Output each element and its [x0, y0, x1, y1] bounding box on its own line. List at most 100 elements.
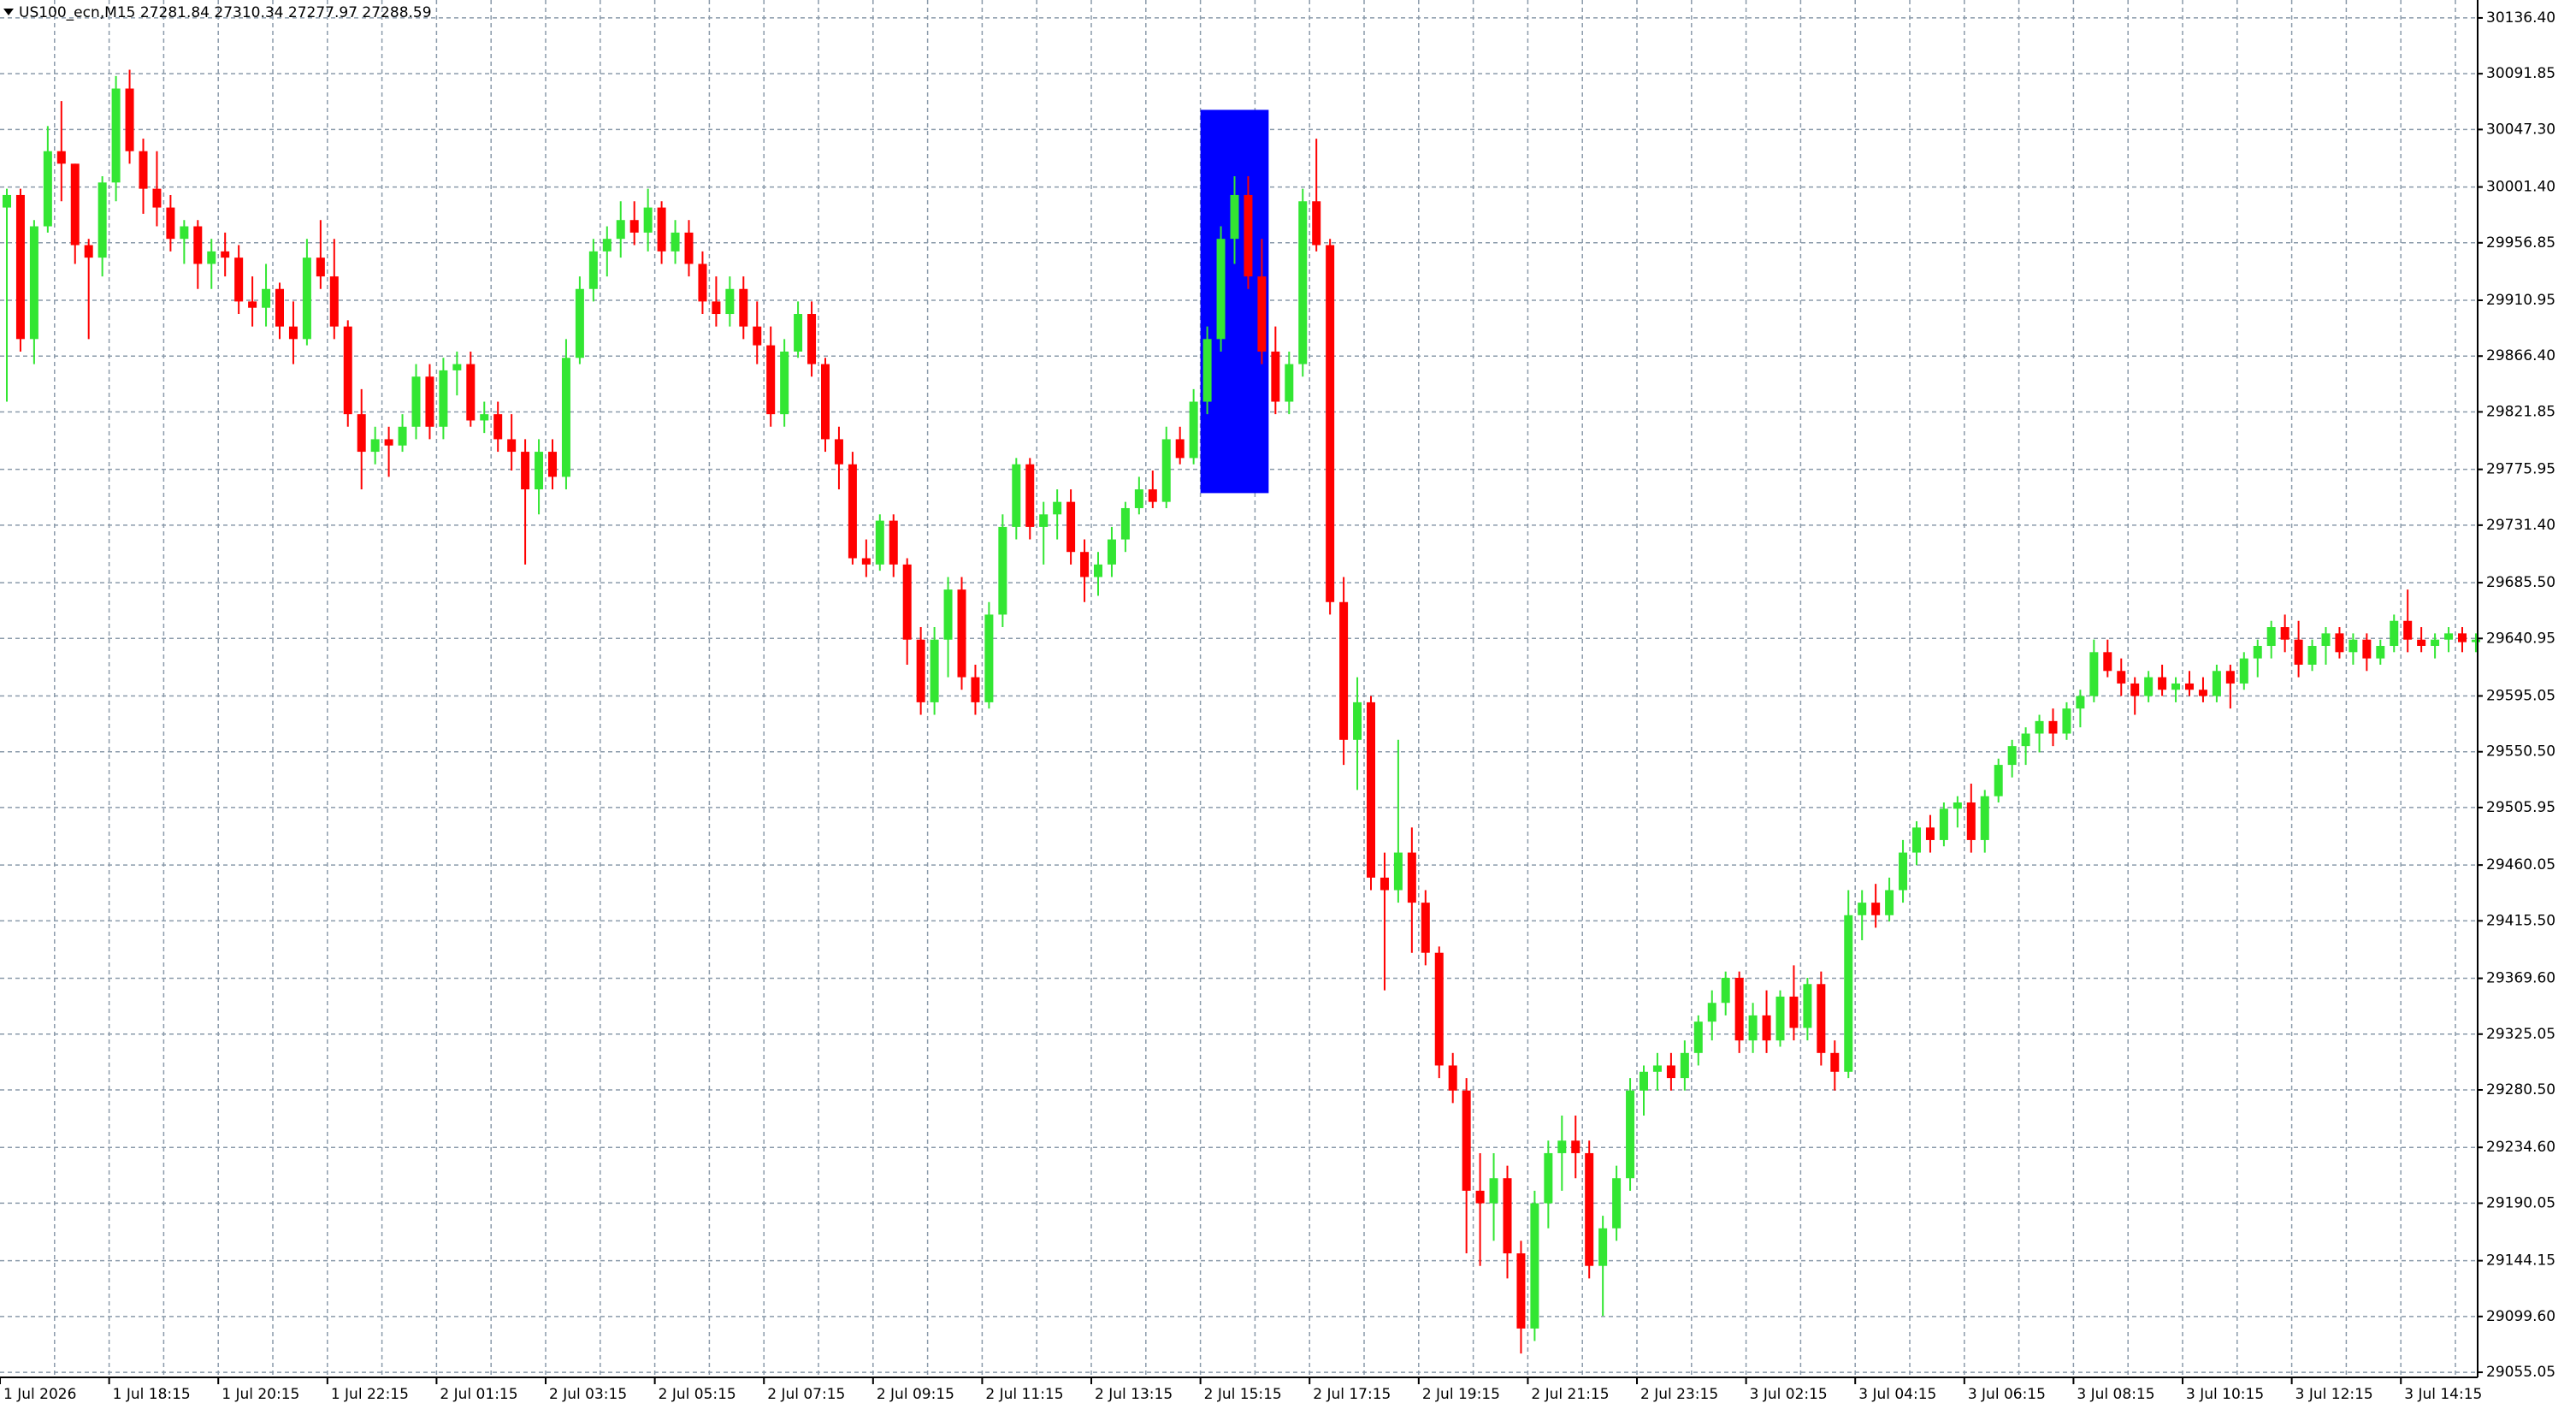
- candle-body: [1271, 351, 1280, 402]
- candle-body: [2239, 658, 2248, 684]
- candle-body: [588, 251, 598, 289]
- y-tick-label: 30047.30: [2486, 121, 2555, 138]
- candle-body: [2035, 720, 2044, 734]
- candle-body: [1434, 952, 1444, 1066]
- y-tick-label: 30001.40: [2486, 179, 2555, 196]
- y-tick-label: 29956.85: [2486, 234, 2555, 252]
- x-tick-label: 2 Jul 07:15: [767, 1386, 845, 1403]
- candle-body: [875, 520, 884, 565]
- candle-body: [548, 452, 557, 477]
- x-tick-label: 2 Jul 05:15: [659, 1386, 736, 1403]
- candle-body: [998, 526, 1007, 615]
- candle-body: [1475, 1190, 1485, 1204]
- candle-body: [139, 151, 148, 189]
- candle-body: [316, 258, 325, 277]
- candle-body: [97, 182, 107, 258]
- candle-body: [1994, 765, 2003, 796]
- x-tick-label: 1 Jul 2026: [3, 1386, 76, 1403]
- candle-body: [1721, 977, 1730, 1004]
- candle-body: [643, 207, 653, 233]
- y-tick-label: 29640.95: [2486, 630, 2555, 647]
- candle-body: [221, 251, 230, 258]
- candle-body: [343, 326, 352, 415]
- candle-body: [602, 239, 612, 252]
- candle-body: [1803, 984, 1812, 1028]
- y-tick-label: 29866.40: [2486, 347, 2555, 364]
- y-tick-label: 29550.50: [2486, 743, 2555, 761]
- candle-body: [1326, 245, 1335, 602]
- candle-body: [1652, 1065, 1662, 1072]
- candle-body: [329, 276, 339, 327]
- highlight-rectangle: [1200, 110, 1269, 494]
- y-tick-label: 29415.50: [2486, 912, 2555, 929]
- y-tick-label: 29055.05: [2486, 1364, 2555, 1381]
- candle-body: [889, 520, 898, 565]
- candle-body: [1202, 339, 1212, 402]
- grid: [0, 0, 2478, 1377]
- candle-body: [957, 589, 966, 678]
- candle-body: [725, 288, 735, 315]
- candle-body: [1489, 1178, 1498, 1204]
- candle-body: [125, 88, 134, 151]
- candle-body: [1980, 796, 1989, 840]
- candle-body: [466, 364, 476, 421]
- candle-body: [1899, 852, 1908, 891]
- title-arrow: [3, 9, 14, 15]
- candle-body: [2335, 633, 2344, 653]
- candle-body: [984, 614, 994, 702]
- candle-body: [411, 376, 421, 427]
- candle-body: [1544, 1152, 1553, 1204]
- y-tick-label: 29099.60: [2486, 1308, 2555, 1325]
- candle-body: [1844, 915, 1853, 1072]
- candle-body: [739, 288, 748, 327]
- candle-body: [1367, 702, 1375, 878]
- candle-body: [916, 639, 925, 702]
- candle-body: [357, 414, 366, 453]
- candle-body: [1748, 1015, 1758, 1041]
- candle-body: [1148, 488, 1157, 502]
- candle-body: [1189, 401, 1198, 459]
- candle-body: [1530, 1203, 1539, 1329]
- candle-body: [398, 426, 407, 446]
- candle-body: [2048, 720, 2058, 734]
- candle-body: [2225, 671, 2235, 684]
- candle-body: [561, 358, 570, 477]
- x-tick-label: 2 Jul 21:15: [1531, 1386, 1609, 1403]
- candle-body: [712, 301, 721, 315]
- candle-body: [384, 439, 393, 446]
- candle-body: [2062, 708, 2071, 734]
- x-tick-label: 1 Jul 18:15: [113, 1386, 191, 1403]
- y-tick-label: 29910.95: [2486, 292, 2555, 309]
- candle-body: [753, 326, 762, 346]
- x-tick-label: 3 Jul 02:15: [1750, 1386, 1828, 1403]
- candle-body: [370, 439, 380, 453]
- candle-body: [1885, 890, 1894, 915]
- x-tick-label: 3 Jul 04:15: [1858, 1386, 1936, 1403]
- candle-body: [1257, 276, 1267, 352]
- candle-body: [2403, 620, 2413, 640]
- x-tick-label: 2 Jul 11:15: [985, 1386, 1063, 1403]
- candle-body: [1734, 977, 1744, 1041]
- y-tick-label: 29369.60: [2486, 970, 2555, 987]
- x-tick-label: 3 Jul 06:15: [1968, 1386, 2046, 1403]
- candle-body: [1626, 1090, 1635, 1179]
- candle-body: [1407, 852, 1416, 903]
- candle-body: [480, 414, 489, 421]
- candle-body: [1012, 464, 1021, 527]
- x-tick-label: 2 Jul 17:15: [1313, 1386, 1391, 1403]
- candle-body: [1680, 1052, 1689, 1079]
- candle-body: [275, 288, 284, 327]
- candle-body: [2362, 639, 2372, 659]
- candle-body: [1966, 802, 1976, 840]
- candle-body: [15, 194, 25, 340]
- candle-body: [84, 245, 93, 258]
- candle-body: [302, 258, 311, 340]
- candle-body: [834, 439, 843, 465]
- candle-body: [1107, 539, 1116, 565]
- candle-body: [2266, 627, 2276, 647]
- y-tick-label: 29190.05: [2486, 1194, 2555, 1211]
- candle-body: [29, 226, 38, 340]
- candle-body: [1557, 1140, 1567, 1153]
- candle-body: [2130, 683, 2140, 696]
